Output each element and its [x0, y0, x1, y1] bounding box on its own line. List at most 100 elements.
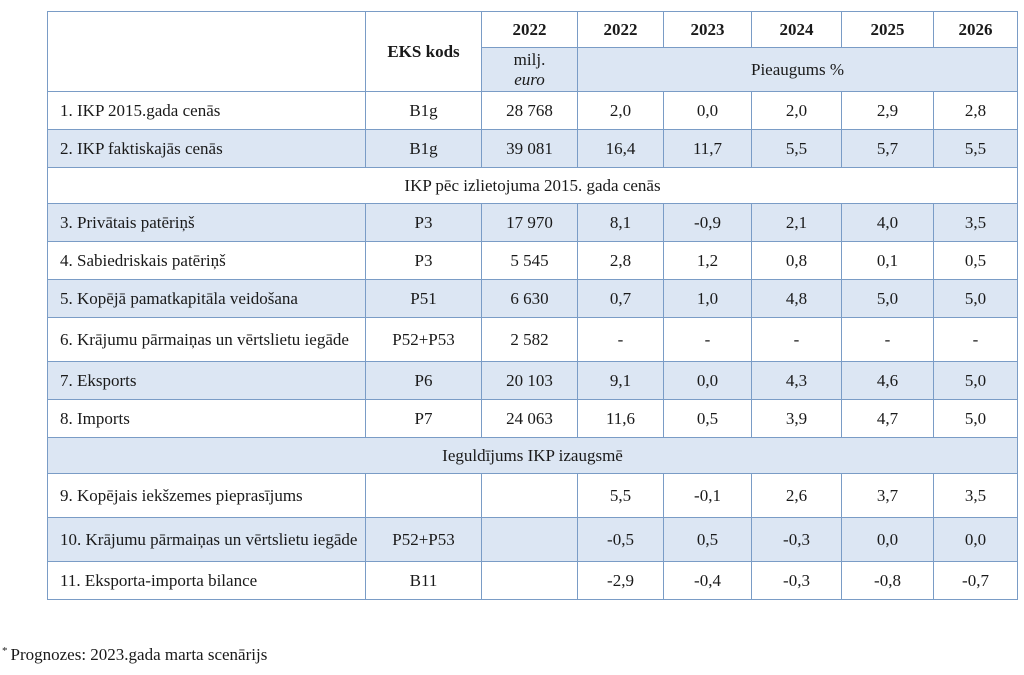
- header-unit-line2: euro: [514, 69, 545, 89]
- header-year-2025: 2025: [841, 11, 934, 48]
- row-value: -0,1: [663, 473, 752, 518]
- row-value: 0,5: [663, 399, 752, 438]
- table-row: 7. Eksports P6 20 103 9,1 0,0 4,3 4,6 5,…: [47, 361, 1018, 400]
- row-value: -: [577, 317, 664, 362]
- row-code: P3: [365, 241, 482, 280]
- row-value: 0,0: [933, 517, 1018, 562]
- table-row: 1. IKP 2015.gada cenās B1g 28 768 2,0 0,…: [47, 91, 1018, 130]
- row-value: 11,6: [577, 399, 664, 438]
- row-value: 2,8: [577, 241, 664, 280]
- row-label: 9. Kopējais iekšzemes pieprasījums: [47, 473, 366, 518]
- row-value: 5,0: [841, 279, 934, 318]
- row-value: -: [841, 317, 934, 362]
- section-row: Ieguldījums IKP izaugsmē: [47, 437, 1018, 474]
- row-code: P7: [365, 399, 482, 438]
- row-value: 4,0: [841, 203, 934, 242]
- footnote-text: Prognozes: 2023.gada marta scenārijs: [10, 645, 268, 664]
- row-code: P52+P53: [365, 517, 482, 562]
- header-blank-cell: [47, 11, 366, 92]
- header-year-2024: 2024: [751, 11, 842, 48]
- row-code: B1g: [365, 129, 482, 168]
- row-value: 0,0: [663, 91, 752, 130]
- row-value: 2,1: [751, 203, 842, 242]
- table-row: 8. Imports P7 24 063 11,6 0,5 3,9 4,7 5,…: [47, 399, 1018, 438]
- row-label: 6. Krājumu pārmaiņas un vērtslietu iegād…: [47, 317, 366, 362]
- footnote-marker: *: [2, 645, 8, 657]
- macro-forecast-table: EKS kods 2022 2022 2023 2024 2025 2026 m…: [47, 11, 1018, 600]
- row-value: 2,8: [933, 91, 1018, 130]
- row-value: 3,5: [933, 203, 1018, 242]
- row-value: 2,0: [751, 91, 842, 130]
- row-value: 4,7: [841, 399, 934, 438]
- row-value: -: [663, 317, 752, 362]
- header-year-2026: 2026: [933, 11, 1018, 48]
- table-row: 9. Kopējais iekšzemes pieprasījums 5,5 -…: [47, 473, 1018, 518]
- row-value: -2,9: [577, 561, 664, 600]
- header-unit-line1: milj.: [513, 49, 546, 69]
- row-value: 5,0: [933, 399, 1018, 438]
- row-label: 4. Sabiedriskais patēriņš: [47, 241, 366, 280]
- header-growth-label: Pieaugums %: [577, 47, 1018, 92]
- row-base-value: [481, 517, 578, 562]
- header-year-2022: 2022: [577, 11, 664, 48]
- row-value: 1,2: [663, 241, 752, 280]
- header-year-2023: 2023: [663, 11, 752, 48]
- row-base-value: 5 545: [481, 241, 578, 280]
- row-value: 4,6: [841, 361, 934, 400]
- row-value: 0,5: [663, 517, 752, 562]
- row-code: P3: [365, 203, 482, 242]
- row-value: 0,1: [841, 241, 934, 280]
- header-row-years: EKS kods 2022 2022 2023 2024 2025 2026: [47, 11, 1018, 92]
- row-value: -0,4: [663, 561, 752, 600]
- row-value: 1,0: [663, 279, 752, 318]
- row-value: 0,5: [933, 241, 1018, 280]
- row-value: 0,0: [841, 517, 934, 562]
- row-code: P6: [365, 361, 482, 400]
- row-code: P51: [365, 279, 482, 318]
- table-row: 10. Krājumu pārmaiņas un vērtslietu iegā…: [47, 517, 1018, 562]
- section-row: IKP pēc izlietojuma 2015. gada cenās: [47, 167, 1018, 204]
- row-base-value: 20 103: [481, 361, 578, 400]
- row-value: 2,0: [577, 91, 664, 130]
- row-base-value: 24 063: [481, 399, 578, 438]
- row-value: 5,0: [933, 361, 1018, 400]
- row-value: 3,9: [751, 399, 842, 438]
- row-value: -0,7: [933, 561, 1018, 600]
- row-value: 5,5: [577, 473, 664, 518]
- row-value: -: [751, 317, 842, 362]
- header-row-units: milj. euro Pieaugums %: [48, 47, 1018, 92]
- row-value: -0,5: [577, 517, 664, 562]
- header-year-base: 2022: [481, 11, 578, 48]
- row-base-value: 28 768: [481, 91, 578, 130]
- row-value: 5,5: [751, 129, 842, 168]
- row-value: -0,9: [663, 203, 752, 242]
- row-value: -0,8: [841, 561, 934, 600]
- row-value: -: [933, 317, 1018, 362]
- row-value: 0,8: [751, 241, 842, 280]
- row-value: 11,7: [663, 129, 752, 168]
- row-base-value: [481, 561, 578, 600]
- row-value: 3,7: [841, 473, 934, 518]
- row-value: -0,3: [751, 517, 842, 562]
- row-value: 5,0: [933, 279, 1018, 318]
- table-row: 6. Krājumu pārmaiņas un vērtslietu iegād…: [47, 317, 1018, 362]
- table-row: 5. Kopējā pamatkapitāla veidošana P51 6 …: [47, 279, 1018, 318]
- row-value: 4,8: [751, 279, 842, 318]
- section-heading-usage: IKP pēc izlietojuma 2015. gada cenās: [47, 167, 1018, 204]
- row-value: 8,1: [577, 203, 664, 242]
- row-label: 8. Imports: [47, 399, 366, 438]
- row-label: 11. Eksporta-importa bilance: [47, 561, 366, 600]
- table-row: 2. IKP faktiskajās cenās B1g 39 081 16,4…: [47, 129, 1018, 168]
- table-row: 3. Privātais patēriņš P3 17 970 8,1 -0,9…: [47, 203, 1018, 242]
- row-code: B1g: [365, 91, 482, 130]
- table-row: 11. Eksporta-importa bilance B11 -2,9 -0…: [47, 561, 1018, 600]
- row-value: 16,4: [577, 129, 664, 168]
- header-eks-kods: EKS kods: [365, 11, 482, 92]
- row-code: [365, 473, 482, 518]
- row-base-value: 6 630: [481, 279, 578, 318]
- row-label: 3. Privātais patēriņš: [47, 203, 366, 242]
- row-value: 5,5: [933, 129, 1018, 168]
- row-label: 2. IKP faktiskajās cenās: [47, 129, 366, 168]
- row-base-value: [481, 473, 578, 518]
- row-value: 3,5: [933, 473, 1018, 518]
